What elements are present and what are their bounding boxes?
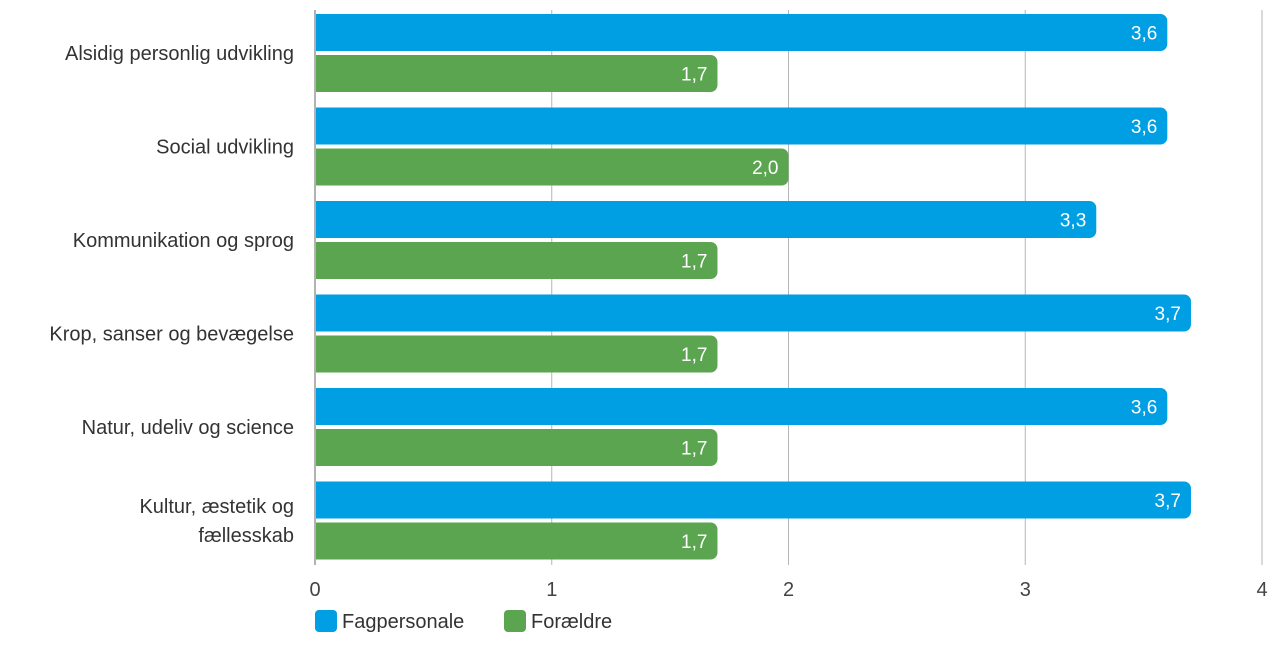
category-label-5: Kultur, æstetik og fællesskab <box>139 496 294 547</box>
data-label-forældre-1: 2,0 <box>752 158 778 179</box>
category-label-1: Social udvikling <box>156 137 294 159</box>
bar-forældre-4 <box>316 429 718 466</box>
axes: 0 1 2 3 4 <box>309 10 1268 601</box>
category-label-3: Krop, sanser og bevægelse <box>49 324 294 346</box>
data-label-fagpersonale-5: 3,7 <box>1155 491 1181 512</box>
gridlines <box>551 10 1263 565</box>
bar-fagpersonale-1 <box>316 107 1168 145</box>
legend: Fagpersonale Forældre <box>315 610 612 633</box>
data-label-fagpersonale-4: 3,6 <box>1131 398 1157 419</box>
data-label-fagpersonale-3: 3,7 <box>1155 304 1181 325</box>
legend-label-fagpersonale: Fagpersonale <box>342 611 464 633</box>
bar-forældre-2 <box>316 242 718 279</box>
category-label-0: Alsidig personlig udvikling <box>65 43 294 65</box>
bar-forældre-0 <box>316 55 718 92</box>
category-label-2: Kommunikation og sprog <box>73 230 294 252</box>
bar-fagpersonale-5 <box>316 481 1191 519</box>
legend-swatch-forældre <box>504 610 526 632</box>
bar-fagpersonale-3 <box>316 294 1191 332</box>
data-label-fagpersonale-2: 3,3 <box>1060 211 1086 232</box>
data-label-forældre-0: 1,7 <box>681 65 707 86</box>
data-label-fagpersonale-1: 3,6 <box>1131 117 1157 138</box>
legend-label-forældre: Forældre <box>531 611 612 633</box>
data-label-fagpersonale-0: 3,6 <box>1131 24 1157 45</box>
data-label-forældre-3: 1,7 <box>681 345 707 366</box>
bar-fagpersonale-2 <box>316 201 1097 238</box>
bars <box>316 14 1191 560</box>
data-label-forældre-5: 1,7 <box>681 532 707 553</box>
x-tick-label-3: 3 <box>1020 579 1031 601</box>
bar-forældre-3 <box>316 335 718 373</box>
data-label-forældre-4: 1,7 <box>681 439 707 460</box>
labels: 3,6 1,7 Alsidig personlig udvikling 3,6 2,0 S… <box>49 24 1181 554</box>
x-tick-label-4: 4 <box>1256 579 1267 601</box>
data-label-forældre-2: 1,7 <box>681 252 707 273</box>
x-tick-label-0: 0 <box>309 579 320 601</box>
bar-fagpersonale-0 <box>316 14 1168 51</box>
x-tick-label-1: 1 <box>546 579 557 601</box>
legend-swatch-fagpersonale <box>315 610 337 632</box>
bar-forældre-1 <box>316 148 789 186</box>
category-label-4: Natur, udeliv og science <box>82 417 294 439</box>
bar-fagpersonale-4 <box>316 388 1168 425</box>
bar-forældre-5 <box>316 522 718 560</box>
x-tick-label-2: 2 <box>783 579 794 601</box>
